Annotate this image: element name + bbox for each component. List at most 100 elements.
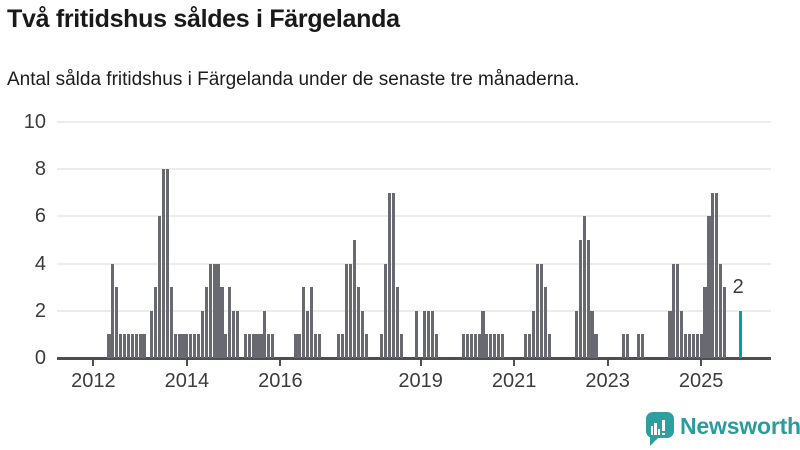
bar (535, 263, 540, 358)
bar (625, 334, 629, 358)
bar (680, 310, 684, 358)
bar (220, 287, 224, 358)
bar (496, 334, 501, 358)
bar (695, 334, 699, 358)
bar-value-label: 2 (732, 276, 744, 298)
bar (235, 310, 240, 358)
x-axis-tick (279, 360, 282, 366)
highlight-bar (738, 310, 742, 358)
grid-line (57, 309, 771, 312)
x-axis-line (57, 357, 771, 360)
bar (224, 334, 228, 358)
bar (395, 287, 399, 358)
bar (489, 334, 493, 358)
bar (243, 334, 247, 358)
bar (313, 334, 318, 358)
bar (621, 334, 625, 358)
y-axis-tick-label: 4 (34, 252, 46, 275)
bar (345, 263, 349, 358)
bar (699, 334, 703, 358)
bar (185, 334, 189, 358)
bar (302, 287, 306, 358)
bar (707, 216, 711, 358)
bar (251, 334, 255, 358)
bar (255, 334, 259, 358)
bar (711, 192, 715, 358)
bar (543, 287, 547, 358)
newsworthy-chart-bubble-icon (646, 412, 674, 438)
bar (169, 287, 173, 358)
bar (594, 334, 598, 358)
bar (380, 334, 384, 358)
bar (196, 334, 201, 358)
x-axis-tick (419, 360, 422, 366)
bar (177, 334, 181, 358)
chart-subtitle: Antal sålda fritidshus i Färgelanda unde… (7, 69, 580, 90)
bar (138, 334, 142, 358)
bar (119, 334, 123, 358)
x-axis-tick-label: 2021 (491, 370, 537, 392)
bar (204, 287, 208, 358)
bar (473, 334, 477, 358)
bar (142, 334, 146, 358)
x-axis-tick-label: 2012 (71, 370, 116, 392)
bar (465, 334, 469, 358)
bar (111, 263, 115, 358)
bar (165, 169, 169, 358)
grid-line (57, 168, 771, 171)
speech-bubble-tail (650, 437, 659, 446)
bar (150, 310, 154, 358)
bar (500, 334, 505, 358)
bar (434, 334, 438, 358)
bar (247, 334, 251, 358)
bar (528, 334, 532, 358)
bar (216, 263, 220, 358)
bar (341, 334, 345, 358)
grid-line (57, 262, 771, 265)
bar (637, 334, 641, 358)
bar (352, 240, 357, 358)
bar (691, 334, 695, 358)
bar (126, 334, 131, 358)
bar (161, 169, 166, 358)
bar (356, 287, 360, 358)
bar (722, 287, 727, 358)
y-axis-tick-label: 2 (34, 299, 46, 322)
bar (668, 310, 672, 358)
x-axis-tick (700, 360, 703, 366)
bar (532, 310, 536, 358)
bar (687, 334, 692, 358)
x-axis-tick (92, 360, 95, 366)
bar (306, 310, 310, 358)
bar (387, 192, 392, 358)
bar (348, 263, 353, 358)
bar (461, 334, 466, 358)
y-axis-tick-label: 8 (34, 158, 46, 181)
bar (590, 310, 594, 358)
newsworthy-logo-link[interactable]: Newsworthy (645, 410, 800, 446)
bar (173, 334, 177, 358)
bar (298, 334, 302, 358)
bar (430, 310, 434, 358)
bar (384, 263, 388, 358)
page-title: Två fritidshus såldes i Färgelanda (7, 5, 400, 33)
bar (317, 334, 321, 358)
bar (477, 334, 481, 358)
x-axis-tick-label: 2014 (164, 370, 210, 392)
bar (200, 310, 205, 358)
bar (294, 334, 298, 358)
bar (232, 310, 236, 358)
bar (154, 287, 158, 358)
bar (259, 334, 263, 358)
bar (360, 310, 364, 358)
x-axis-tick-label: 2023 (585, 370, 630, 392)
bar (122, 334, 127, 358)
bar (493, 334, 497, 358)
bar (539, 263, 544, 358)
x-axis-tick (606, 360, 609, 366)
x-axis-tick-label: 2019 (398, 370, 443, 392)
bar (364, 334, 368, 358)
bar (703, 287, 707, 358)
